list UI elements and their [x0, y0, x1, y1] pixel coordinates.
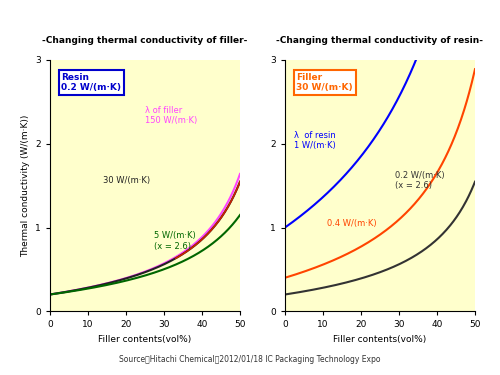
Text: Filler
30 W/(m·K): Filler 30 W/(m·K) [296, 72, 353, 92]
Y-axis label: Thermal conductivity (W/(m·K)): Thermal conductivity (W/(m·K)) [20, 114, 30, 257]
Text: Source：Hitachi Chemical；2012/01/18 IC Packaging Technology Expo: Source：Hitachi Chemical；2012/01/18 IC Pa… [120, 356, 381, 364]
Text: 30 W/(m·K): 30 W/(m·K) [103, 176, 150, 185]
Text: λ  of resin
1 W/(m·K): λ of resin 1 W/(m·K) [294, 131, 336, 150]
Text: 5 W/(m·K)
(x = 2.6): 5 W/(m·K) (x = 2.6) [154, 231, 196, 251]
Text: λ of filler
150 W/(m·K): λ of filler 150 W/(m·K) [145, 106, 197, 125]
X-axis label: Filler contents(vol%): Filler contents(vol%) [98, 335, 192, 344]
Text: -Changing thermal conductivity of resin-: -Changing thermal conductivity of resin- [276, 36, 484, 45]
Text: -Changing thermal conductivity of filler-: -Changing thermal conductivity of filler… [42, 36, 248, 45]
Text: 0.4 W/(m·K): 0.4 W/(m·K) [327, 219, 376, 228]
Text: 0.2 W/(m·K)
(x = 2.6): 0.2 W/(m·K) (x = 2.6) [395, 171, 445, 190]
X-axis label: Filler contents(vol%): Filler contents(vol%) [334, 335, 426, 344]
Text: Resin
0.2 W/(m·K): Resin 0.2 W/(m·K) [62, 72, 122, 92]
